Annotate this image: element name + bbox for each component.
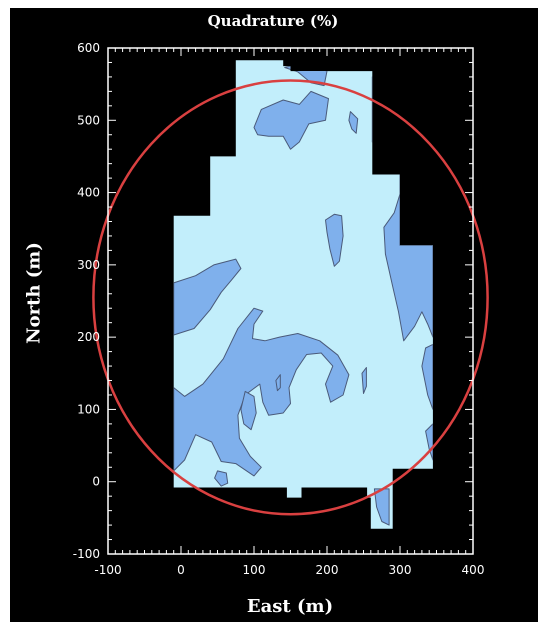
x-tick-label: -100 [94,563,121,577]
contour-region-7 [348,111,359,134]
y-tick-label: 100 [77,402,100,416]
contour-region-15 [373,488,390,526]
x-tick-label: 400 [462,563,485,577]
x-tick-label: 0 [177,563,185,577]
x-tick-label: 300 [389,563,412,577]
contour-regions [173,65,433,526]
circle-layer [92,79,489,516]
x-tick-label: 100 [243,563,266,577]
y-tick-label: -100 [73,547,100,561]
contour-region-4 [214,470,229,487]
x-axis-label: East (m) [246,596,334,617]
chart-title: Quadrature (%) [207,12,339,30]
contour-region-2 [173,307,350,477]
contour-region-13 [361,367,367,394]
y-tick-label: 500 [77,113,100,127]
contour-region-1 [173,258,242,336]
axes-layer: -100 0 100 200 300 400 -100 0 100 200 300 400 500 600 [73,41,485,577]
x-tick-label: 200 [316,563,339,577]
contour-region-5 [253,90,329,150]
contour-region-10 [383,174,433,342]
fill-layer [173,60,433,529]
y-tick-label: 200 [77,330,100,344]
y-tick-label: 600 [77,41,100,55]
contour-region-14 [275,374,281,392]
y-tick-label: 400 [77,186,100,200]
y-tick-label: 0 [92,475,100,489]
contour-region-9 [325,213,344,267]
red-circle [92,79,489,516]
y-tick-label: 300 [77,258,100,272]
contour-region-11 [421,343,433,410]
contour-region-3 [240,390,257,431]
contour-region-8 [371,76,381,143]
